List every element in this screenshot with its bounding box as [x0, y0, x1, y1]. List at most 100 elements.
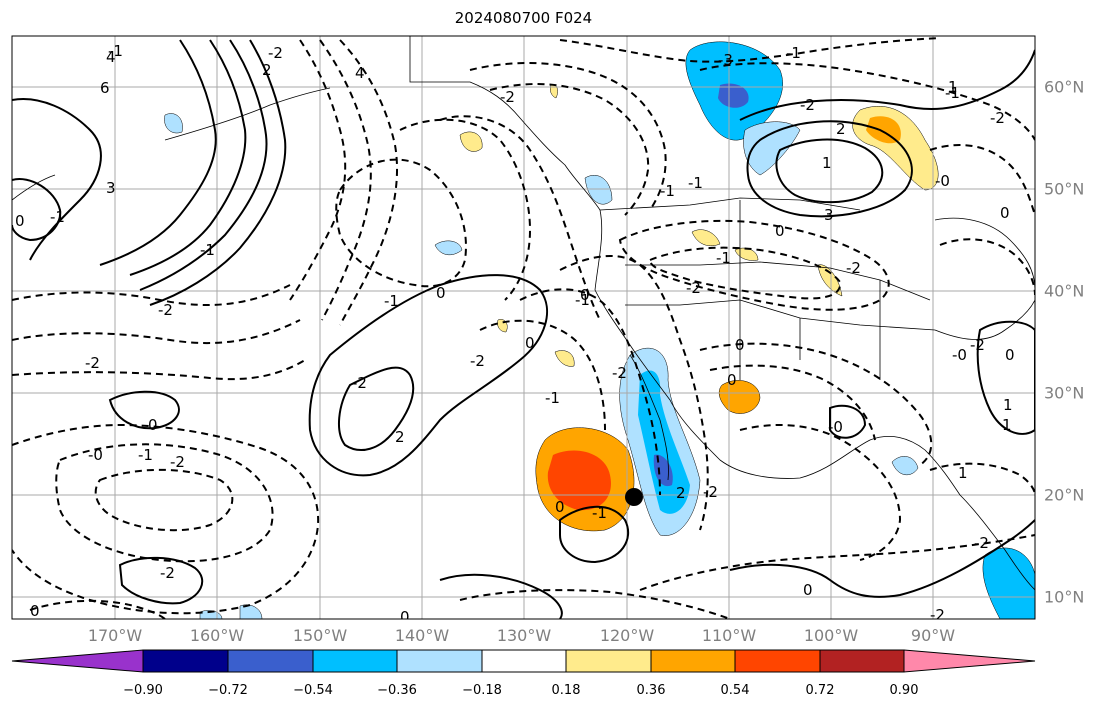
contour-label: -2	[974, 534, 989, 552]
contour-labels: 6 4 4 2 3 -1 0 -1 -3 -2 2 -1 0 -2 -1 0 -…	[15, 42, 1015, 626]
neg-anomaly-small-2	[584, 175, 613, 205]
colorbar	[11, 649, 1036, 673]
colorbar-segment	[565, 649, 652, 673]
colorbar-extend-low	[11, 649, 144, 673]
contour-label: 0	[580, 286, 590, 304]
lat-label: 20°N	[1044, 485, 1085, 505]
contour-label: -1	[660, 182, 675, 200]
contour-label: 3	[824, 206, 834, 224]
contour-label: 2	[676, 484, 686, 502]
colorbar-segment	[227, 649, 314, 673]
neg-anomaly-central-america	[982, 547, 1035, 619]
neg-anomaly-baja-mid	[638, 370, 690, 514]
neg-anomaly-small-5	[239, 604, 263, 619]
contour-label: 1	[958, 464, 968, 482]
contour-label: -2	[352, 374, 367, 392]
lat-label: 50°N	[1044, 179, 1085, 199]
lat-label: 40°N	[1044, 281, 1085, 301]
contour-label: -2	[930, 606, 945, 624]
contour-label: -1	[592, 504, 607, 522]
colorbar-tick-label: 0.18	[551, 683, 581, 698]
contour-label: -2	[85, 354, 100, 372]
colorbar-extend-high	[903, 649, 1036, 673]
pos-anomaly-small-2	[691, 229, 721, 247]
colorbar-segment	[312, 649, 398, 673]
lat-label: 10°N	[1044, 587, 1085, 607]
colorbar-tick-label: −0.36	[377, 683, 417, 698]
lat-label: 30°N	[1044, 383, 1085, 403]
lon-label: 120°W	[599, 626, 655, 645]
contour-label: 0	[727, 371, 737, 389]
contour-label: 0	[30, 602, 40, 620]
colorbar-segment	[481, 649, 567, 673]
contour-label: 2	[262, 61, 272, 79]
contour-label: -0	[88, 446, 103, 464]
contour-label: -0	[952, 346, 967, 364]
negative-contours	[12, 37, 1035, 619]
contour-label: -2	[160, 564, 175, 582]
contour-label: 0	[735, 336, 745, 354]
colorbar-tick-label: 0.36	[636, 683, 666, 698]
contour-label: 2	[395, 428, 405, 446]
contour-label: 6	[100, 79, 110, 97]
contour-label: -1	[200, 241, 215, 259]
contour-label: -2	[846, 259, 861, 277]
contour-label: 1	[1002, 416, 1012, 434]
contour-label: 0	[1005, 346, 1015, 364]
contour-label: -1	[384, 292, 399, 310]
contour-label: -3	[718, 51, 733, 69]
contour-label: 0	[803, 581, 813, 599]
contour-label: -2	[800, 96, 815, 114]
pos-anomaly-small-5	[554, 350, 575, 367]
positive-contours	[12, 39, 1035, 619]
lon-label: 110°W	[701, 626, 757, 645]
colorbar-segment	[819, 649, 905, 673]
colorbar-tick-label: −0.18	[462, 683, 502, 698]
map-frame	[11, 35, 1036, 620]
contour-label: 0	[775, 222, 785, 240]
lat-label: 60°N	[1044, 77, 1085, 97]
contour-label: -1	[786, 44, 801, 62]
contour-label: -1	[545, 389, 560, 407]
lon-label: 90°W	[910, 626, 956, 645]
contour-label: -2	[470, 352, 485, 370]
contour-label: -1	[108, 42, 123, 60]
contour-label: -1	[716, 249, 731, 267]
lon-label: 100°W	[803, 626, 859, 645]
contour-label: -0	[828, 418, 843, 436]
lon-label: 140°W	[394, 626, 450, 645]
contour-label: 1	[822, 154, 832, 172]
lon-label: 170°W	[87, 626, 143, 645]
pos-anomaly-small-4	[817, 264, 843, 297]
contour-label: -2	[612, 364, 627, 382]
contour-label: 4	[355, 64, 365, 82]
lon-label: 130°W	[496, 626, 552, 645]
contour-label: 0	[15, 212, 25, 230]
contour-label: 0	[400, 608, 410, 626]
colorbar-tick-label: −0.54	[293, 683, 333, 698]
map-title: 2024080700 F024	[454, 9, 593, 27]
contour-label: 1	[1003, 396, 1013, 414]
contour-label: 0	[148, 416, 158, 434]
neg-anomaly-gulf	[891, 456, 919, 475]
colorbar-segment	[396, 649, 483, 673]
colorbar-segment	[734, 649, 821, 673]
contour-label: -2	[703, 483, 718, 501]
neg-anomaly-small-1	[164, 113, 183, 134]
contour-label: 0	[436, 284, 446, 302]
contour-label: -1	[575, 291, 590, 309]
contour-label: 0	[1000, 204, 1010, 222]
colorbar-segment	[142, 649, 229, 673]
coastlines	[12, 36, 1035, 591]
contour-label: -2	[268, 44, 283, 62]
colorbar-tick-label: 0.72	[805, 683, 835, 698]
contour-label: -1	[945, 84, 960, 102]
neg-anomaly-bc	[743, 121, 801, 176]
contour-label: -1	[688, 174, 703, 192]
neg-anomaly-small-3	[434, 240, 463, 256]
contour-label: 2	[836, 120, 846, 138]
anomaly-fill-layer	[164, 41, 1035, 619]
colorbar-tick-label: −0.90	[123, 683, 163, 698]
contour-label: -2	[170, 453, 185, 471]
